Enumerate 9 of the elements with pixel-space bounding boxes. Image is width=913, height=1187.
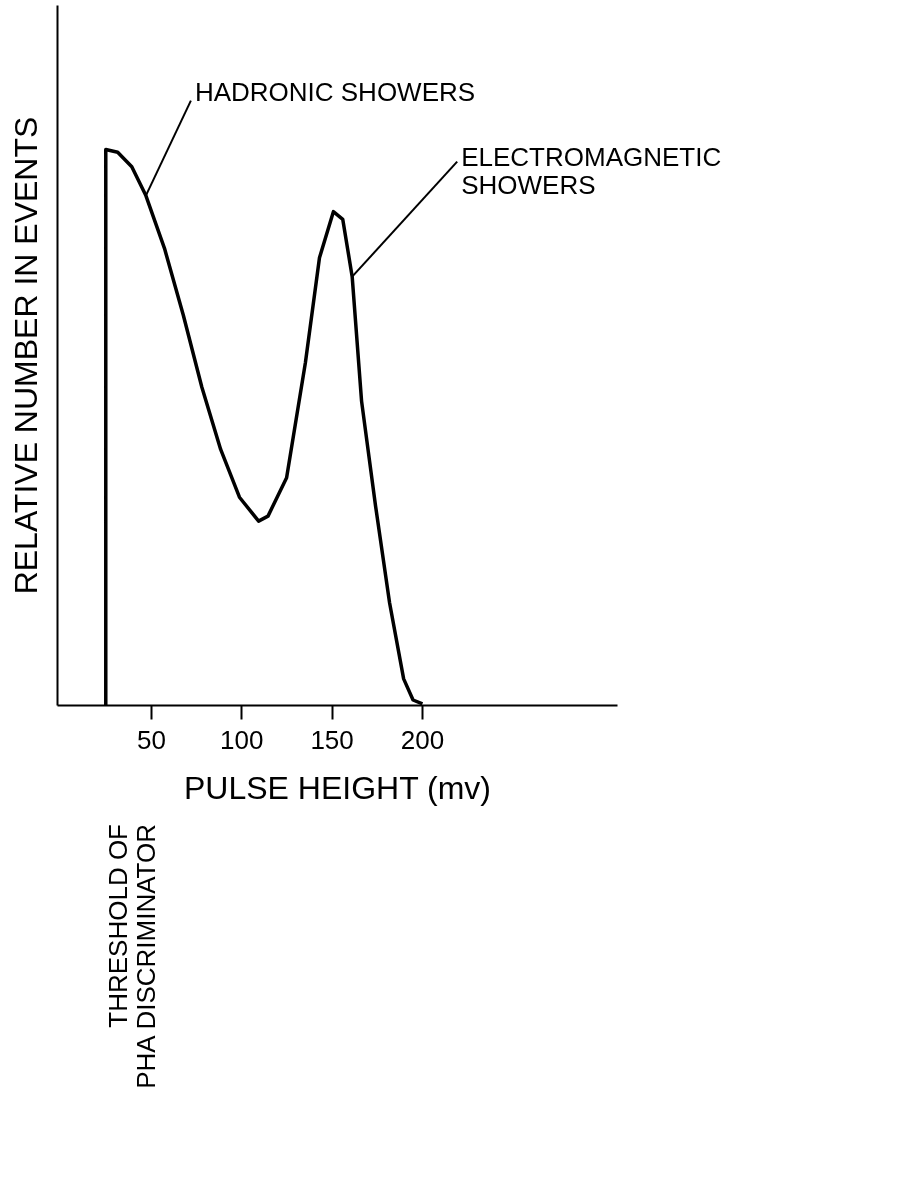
annotation: ELECTROMAGNETIC SHOWERS	[461, 141, 722, 200]
text: THRESHOLD OF PHA DISCRIMINATOR	[102, 824, 161, 1089]
x-axis-title: PULSE HEIGHT (mv)	[184, 769, 491, 806]
x-tick-label: 150	[310, 724, 354, 755]
y-axis-title: RELATIVE NUMBER IN EVENTS	[7, 116, 44, 595]
x-tick-label: 50	[136, 724, 166, 755]
annotation: HADRONIC SHOWERS	[194, 76, 476, 107]
x-tick-label: 200	[400, 724, 445, 755]
x-tick-label: 100	[220, 724, 264, 755]
